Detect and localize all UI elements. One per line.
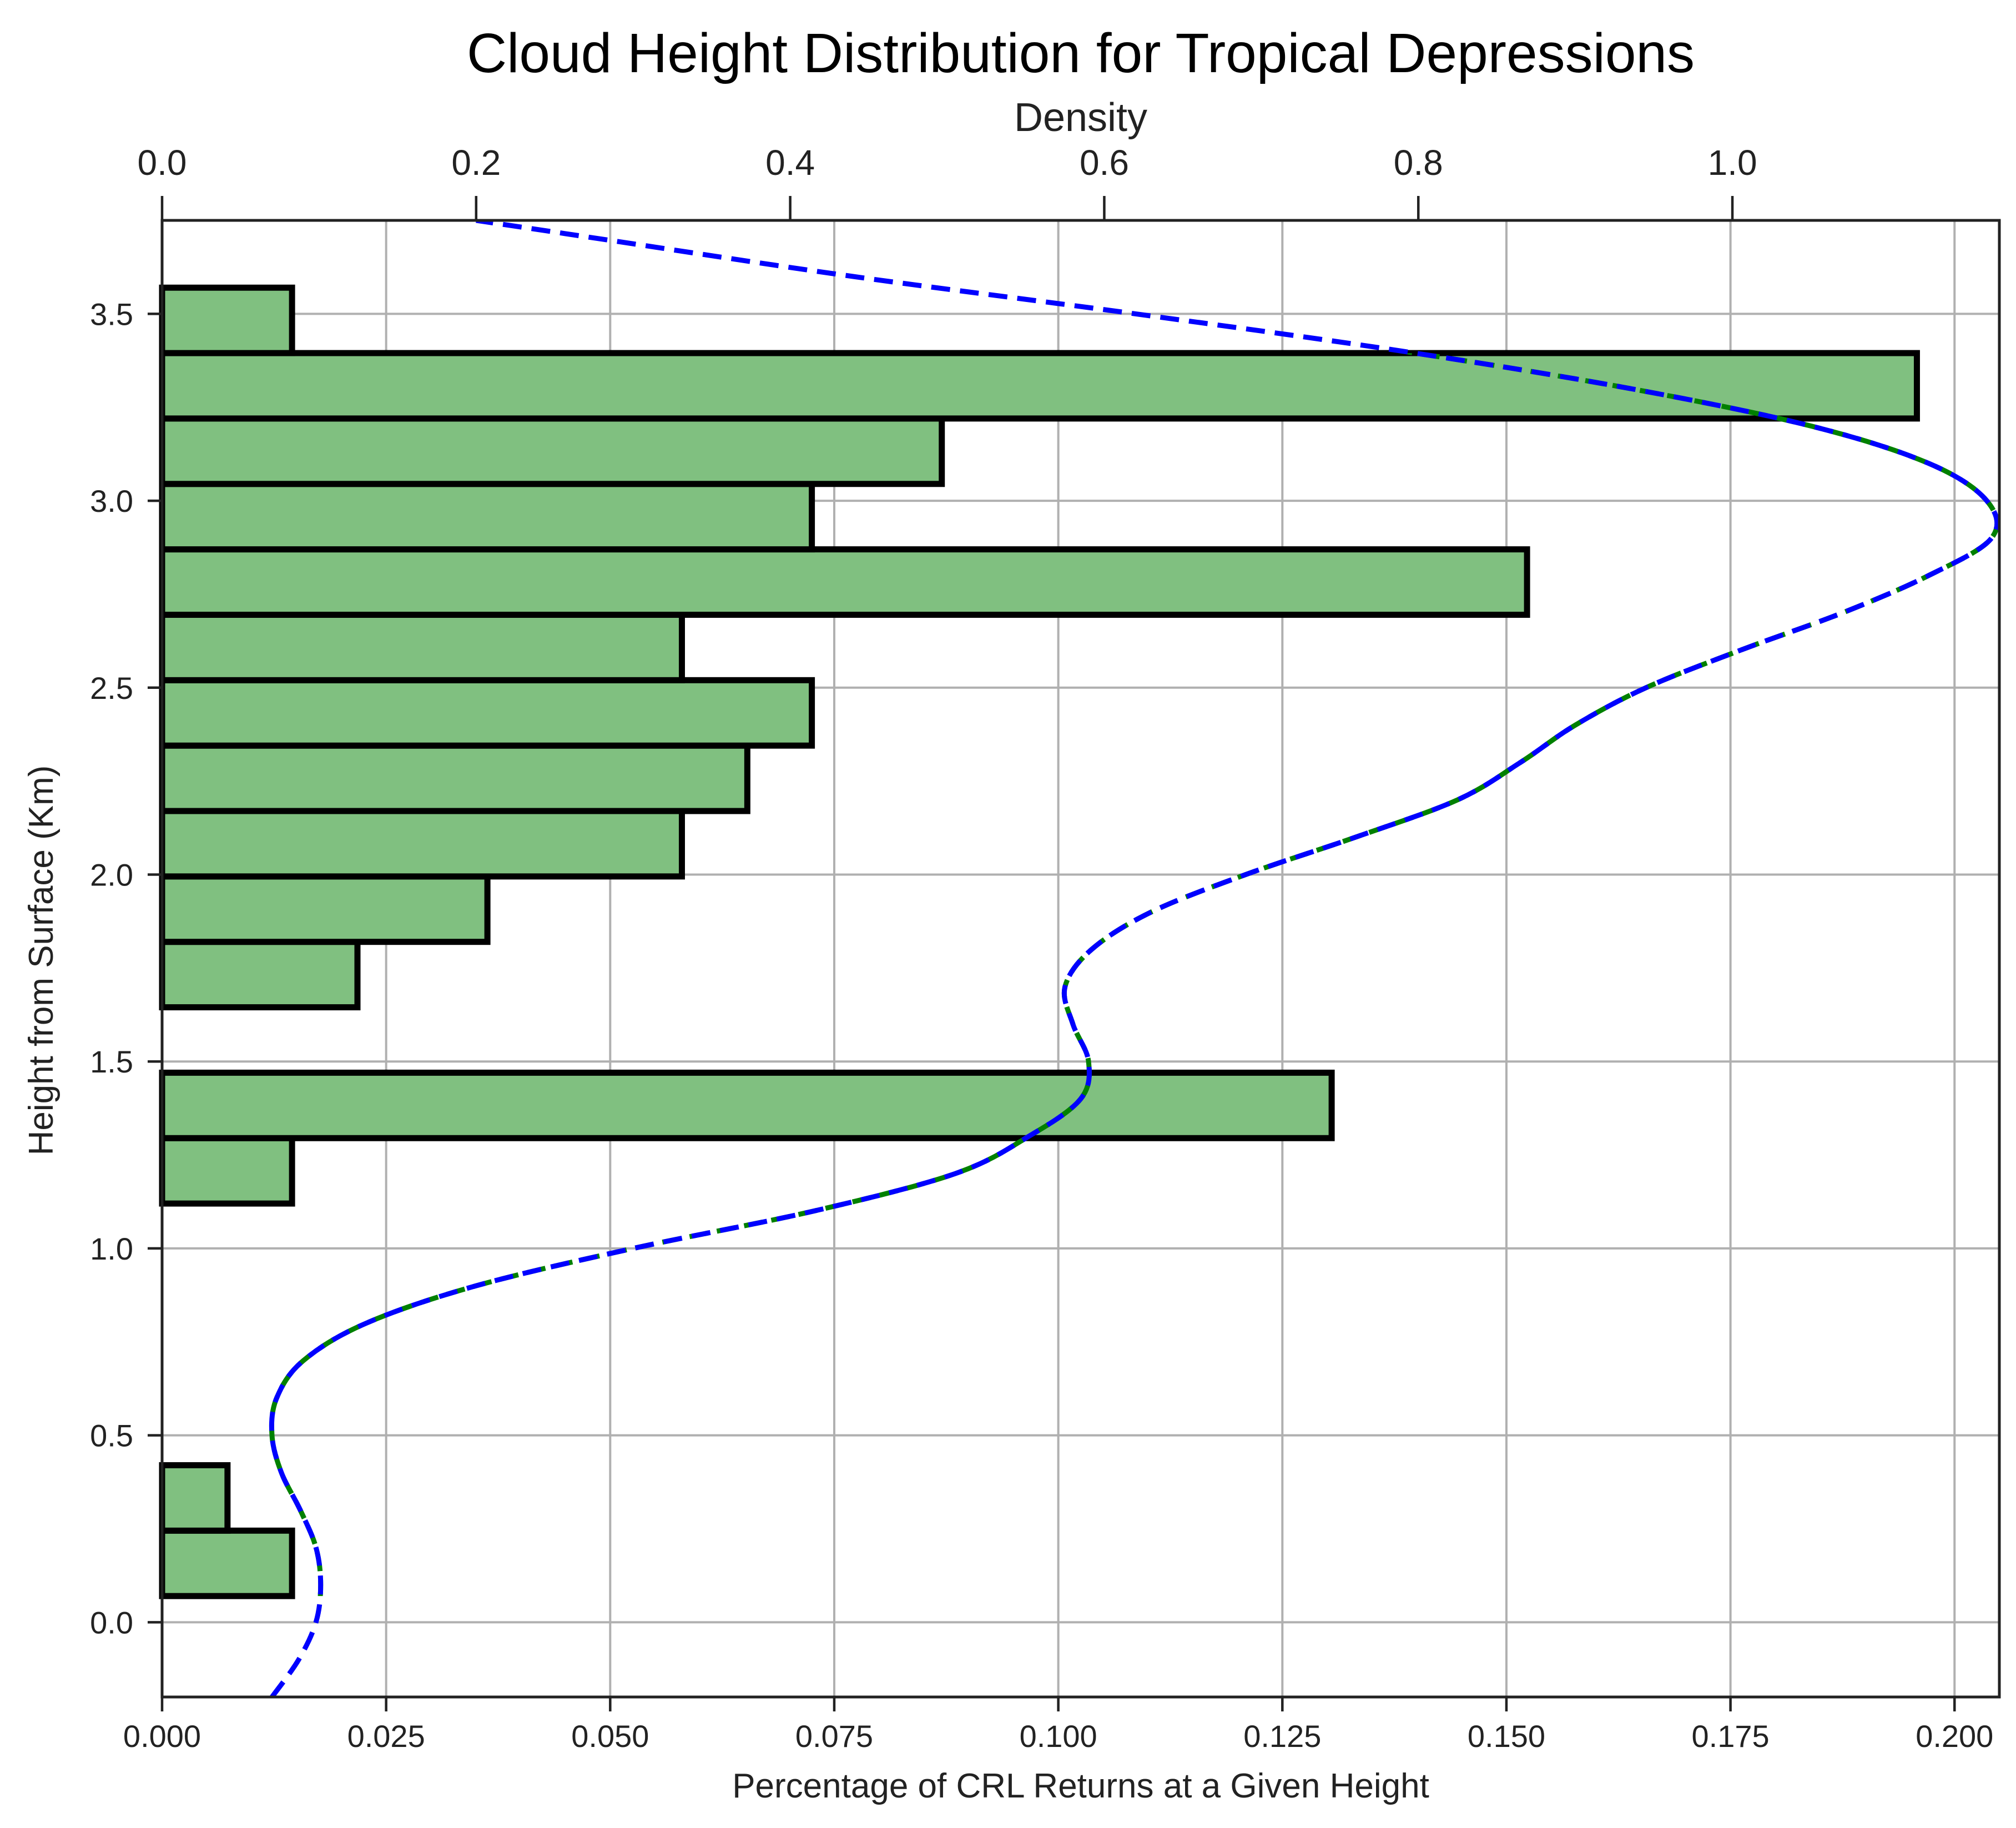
x-tick-label: 0.100 [1020, 1719, 1097, 1754]
x-tick-label: 0.175 [1692, 1719, 1770, 1754]
top-tick-label: 0.0 [138, 143, 187, 183]
histogram-bar [159, 808, 685, 880]
y-tick-label: 0.0 [90, 1605, 133, 1640]
histogram-bar [159, 1135, 295, 1207]
y-tick-label: 0.5 [90, 1418, 133, 1453]
histogram-bar [159, 415, 945, 487]
histogram-bar [159, 873, 491, 945]
x-tick-label: 0.025 [347, 1719, 425, 1754]
x-tick-label: 0.125 [1243, 1719, 1321, 1754]
histogram-bar [159, 742, 750, 814]
x-tick-label: 0.075 [795, 1719, 873, 1754]
histogram-bar [159, 677, 815, 749]
x-tick-label: 0.200 [1916, 1719, 1993, 1754]
y-tick-label: 3.5 [90, 296, 133, 331]
top-tick-label: 1.0 [1708, 143, 1757, 183]
histogram-bar [159, 611, 685, 683]
top-tick-label: 0.6 [1080, 143, 1129, 183]
y-tick-label: 1.5 [90, 1044, 133, 1079]
axis-ticks [148, 196, 1956, 1711]
x-axis-label: Percentage of CRL Returns at a Given Hei… [732, 1767, 1429, 1805]
top-tick-label: 0.2 [451, 143, 501, 183]
histogram-bar [159, 284, 295, 356]
chart-title: Cloud Height Distribution for Tropical D… [467, 22, 1695, 84]
histogram-bar [159, 546, 1530, 618]
histogram-bar [159, 350, 1920, 422]
histogram-bar [159, 939, 361, 1011]
x-tick-label: 0.050 [571, 1719, 649, 1754]
top-tick-label: 0.8 [1394, 143, 1443, 183]
y-tick-label: 2.0 [90, 857, 133, 892]
histogram-bar [159, 1462, 231, 1534]
plot-frame [160, 219, 2001, 1699]
y-tick-label: 2.5 [90, 671, 133, 706]
y-tick-label: 1.0 [90, 1231, 133, 1266]
histogram-bar [159, 481, 815, 553]
histogram-bar [159, 1069, 1335, 1141]
axis-tick-labels: 0.000 0.025 0.050 0.075 0.100 0.125 0.150 0.175… [90, 143, 1993, 1754]
kde-line-blue [269, 220, 1999, 1697]
top-tick-label: 0.4 [765, 143, 815, 183]
y-axis-label: Height from Surface (Km) [22, 766, 61, 1156]
y-tick-label: 3.0 [90, 484, 133, 518]
density-curves [269, 220, 1999, 1697]
histogram-bar [159, 1527, 295, 1599]
x-tick-label: 0.000 [123, 1719, 201, 1754]
top-axis-label: Density [1014, 95, 1147, 140]
histogram-bars [159, 284, 1920, 1599]
x-tick-label: 0.150 [1468, 1719, 1545, 1754]
